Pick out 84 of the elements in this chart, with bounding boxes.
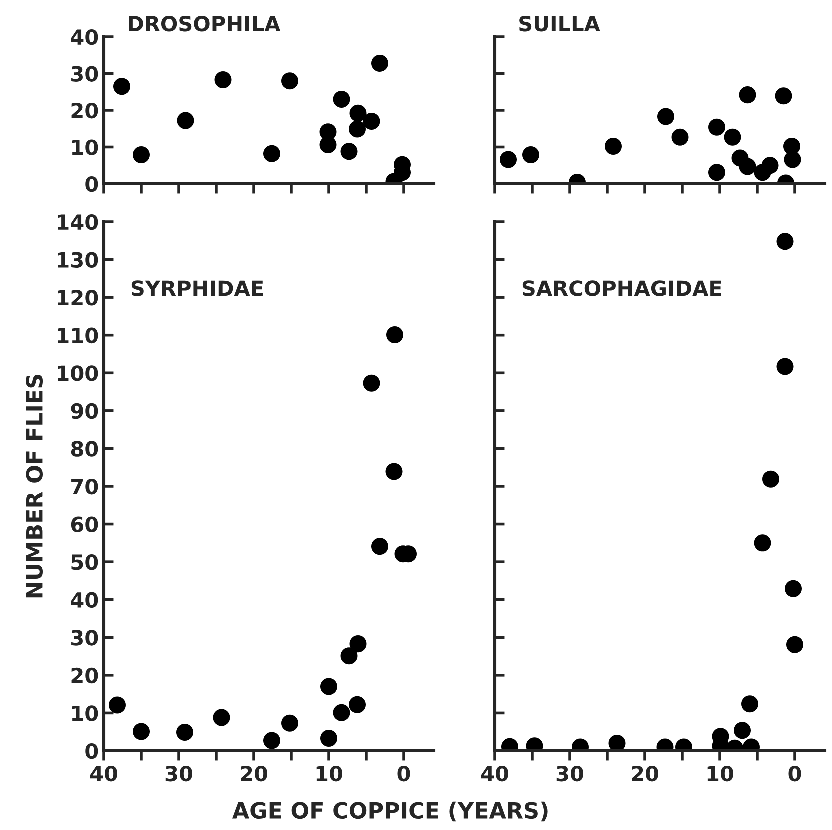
point — [371, 538, 389, 556]
y-tick-label: 80 — [71, 441, 98, 457]
point — [281, 72, 299, 90]
y-tick-label: 110 — [58, 328, 98, 344]
y-tick-label: 90 — [71, 403, 98, 420]
point — [363, 113, 380, 130]
point — [784, 151, 802, 168]
point — [672, 128, 689, 146]
y-tick-label: 0 — [86, 176, 98, 192]
x-tick-label: 30 — [166, 766, 192, 782]
point — [500, 151, 518, 168]
point — [657, 108, 675, 126]
point — [363, 374, 380, 392]
y-tick-label: 140 — [58, 214, 98, 230]
y-tick-label: 20 — [72, 102, 98, 119]
point — [762, 157, 779, 174]
point — [113, 78, 131, 96]
point — [348, 696, 366, 714]
point — [350, 636, 367, 653]
y-tick-label: 100 — [58, 366, 98, 382]
point — [739, 158, 756, 176]
x-tick-label: 10 — [708, 766, 734, 782]
point — [340, 648, 358, 665]
y-tick-label: 120 — [58, 290, 98, 306]
point — [522, 146, 540, 164]
point — [754, 534, 772, 552]
point — [762, 470, 780, 488]
point — [281, 714, 299, 732]
point — [340, 143, 358, 160]
x-tick-label: 20 — [241, 766, 268, 782]
point — [108, 696, 126, 714]
point — [724, 128, 742, 146]
y-tick-label: 20 — [72, 668, 98, 684]
x-axis-title: AGE OF COPPICE (YEARS) — [232, 802, 548, 822]
point — [320, 678, 338, 696]
x-tick-label: 20 — [632, 766, 658, 782]
y-tick-label: 40 — [71, 29, 98, 46]
point — [708, 164, 726, 182]
y-tick-label: 0 — [86, 743, 98, 760]
x-tick-label: 0 — [398, 766, 410, 782]
point — [776, 358, 794, 376]
text: SYRPHIDAE — [132, 280, 264, 296]
y-tick-label: 50 — [72, 554, 98, 570]
point — [214, 71, 232, 89]
point — [386, 463, 403, 480]
text: SARCOPHAGIDAE — [522, 280, 722, 296]
y-axis-title: NUMBER OF FLIES — [26, 374, 44, 598]
point — [213, 709, 230, 726]
point — [320, 136, 337, 154]
point — [371, 54, 389, 72]
y-tick-label: 10 — [72, 706, 98, 722]
point — [776, 233, 794, 250]
y-tick-label: 60 — [71, 516, 98, 532]
point — [176, 724, 194, 741]
point — [350, 104, 367, 122]
y-tick-label: 130 — [58, 252, 98, 268]
point — [263, 145, 281, 162]
x-tick-label: 30 — [556, 766, 584, 782]
point — [177, 112, 194, 130]
point — [739, 86, 756, 104]
x-tick-label: 40 — [481, 766, 508, 782]
y-tick-label: 30 — [72, 66, 98, 82]
point — [708, 118, 726, 136]
point — [132, 146, 150, 164]
chart-title: DROSOPHILA — [129, 16, 281, 32]
x-tick-label: 0 — [788, 766, 802, 782]
point — [333, 704, 350, 722]
point — [775, 88, 792, 105]
point — [320, 730, 338, 748]
y-tick-label: 30 — [72, 630, 98, 646]
point — [132, 723, 150, 740]
y-tick-label: 70 — [72, 478, 98, 495]
point — [604, 138, 622, 156]
chart-title: SUILLA — [520, 16, 600, 32]
y-tick-label: 10 — [72, 140, 98, 156]
x-tick-label: 10 — [316, 766, 342, 782]
point — [348, 120, 366, 138]
y-tick-label: 40 — [71, 592, 98, 608]
point — [786, 636, 804, 654]
point — [608, 734, 626, 751]
point — [784, 580, 802, 598]
point — [263, 732, 281, 750]
point — [386, 326, 404, 344]
point — [333, 90, 350, 108]
